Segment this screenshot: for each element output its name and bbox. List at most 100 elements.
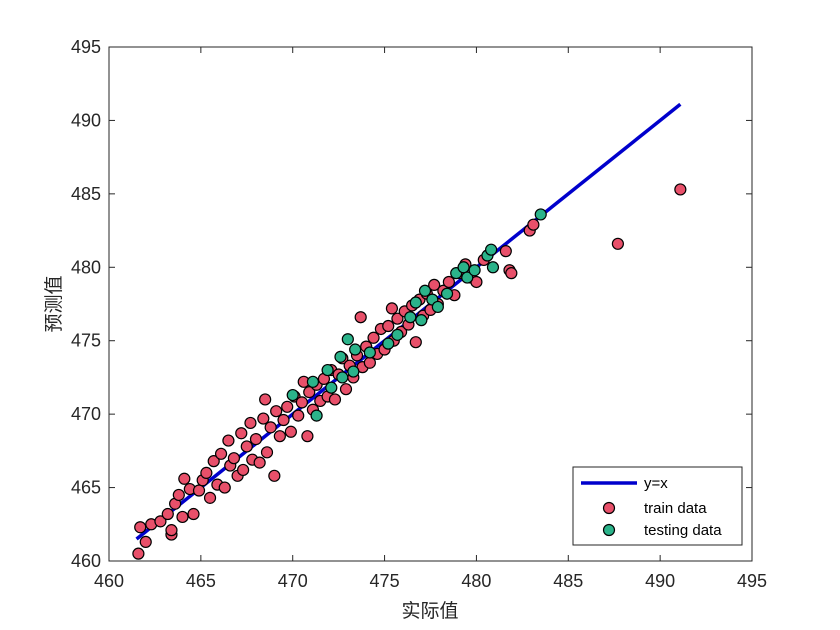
train-data-point (139, 535, 152, 549)
train-data-point (218, 481, 231, 494)
y-tick-label: 485 (71, 184, 101, 204)
train-data-point (259, 393, 272, 406)
x-axis-title: 实际值 (401, 600, 458, 622)
train-data-point (270, 405, 283, 418)
legend: y=x train data testing data (572, 466, 743, 546)
testing-data-point (325, 381, 338, 394)
legend-testing-swatch (602, 523, 616, 537)
y-axis-title: 预测值 (43, 275, 65, 332)
testing-data-point (382, 337, 395, 350)
train-data-point (281, 400, 294, 413)
x-tick-label: 470 (278, 571, 308, 591)
testing-data-point (310, 409, 323, 422)
train-data-point (284, 425, 297, 438)
x-tick-label: 465 (186, 571, 216, 591)
testing-data-point (468, 264, 481, 277)
testing-data-point (440, 287, 454, 300)
y-axis-ticks: 460 465 470 475 480 485 490 495 (71, 37, 752, 571)
y-tick-label: 465 (71, 478, 101, 498)
train-data-point (244, 416, 257, 430)
testing-data-point (486, 261, 500, 274)
y-tick-label: 470 (71, 404, 101, 424)
x-tick-label: 485 (553, 571, 583, 591)
testing-data-point (457, 261, 470, 274)
train-data-point (165, 524, 178, 537)
x-tick-label: 460 (94, 571, 124, 591)
train-data-point (499, 245, 512, 258)
testing-data-point (349, 343, 362, 356)
train-data-point (442, 275, 455, 289)
x-tick-label: 490 (645, 571, 675, 591)
train-data-point (134, 521, 147, 534)
legend-label-testing: testing data (644, 522, 722, 539)
train-data-point (227, 452, 241, 465)
testing-data-point (409, 296, 422, 309)
train-data-point (192, 484, 206, 497)
testing-data-point (363, 346, 376, 359)
testing-data-point (341, 333, 354, 346)
testing-data-point (347, 365, 360, 378)
testing-data-point (391, 328, 404, 341)
train-data-point (235, 427, 248, 440)
testing-data-point (534, 208, 547, 221)
testing-data-point (418, 284, 432, 297)
train-data-point (273, 430, 286, 443)
legend-label-train: train data (644, 500, 707, 517)
testing-data-series (286, 208, 547, 422)
train-data-point (611, 237, 624, 250)
train-data-point (339, 383, 353, 396)
train-data-point (354, 311, 367, 324)
train-data-point (382, 319, 395, 333)
testing-data-point (404, 311, 417, 324)
x-tick-label: 480 (461, 571, 491, 591)
y-tick-label: 460 (71, 551, 101, 571)
y-tick-label: 495 (71, 37, 101, 57)
y-tick-label: 480 (71, 257, 101, 277)
train-data-point (505, 267, 518, 280)
testing-data-point (321, 363, 334, 377)
train-data-point (203, 491, 217, 504)
train-data-point (328, 393, 342, 406)
train-data-point (172, 488, 185, 502)
train-data-point (161, 507, 174, 521)
testing-data-point (286, 388, 299, 402)
train-data-point (237, 463, 250, 477)
train-data-point (214, 447, 228, 460)
x-axis-ticks: 460 465 470 475 480 485 490 495 (94, 47, 767, 591)
train-data-point (295, 396, 308, 409)
train-data-point (132, 547, 145, 560)
train-data-point (240, 440, 253, 453)
train-data-point (674, 183, 687, 196)
train-data-point (257, 412, 270, 425)
train-data-point (260, 446, 274, 459)
testing-data-point (461, 271, 474, 284)
train-data-point (391, 312, 404, 325)
plot-frame (108, 46, 753, 562)
train-data-point (154, 515, 167, 528)
y-tick-label: 475 (71, 331, 101, 351)
x-tick-label: 475 (370, 571, 400, 591)
train-data-point (264, 421, 277, 434)
train-data-point (268, 469, 281, 482)
testing-data-point (336, 371, 349, 384)
train-data-point (301, 430, 314, 443)
train-data-point (249, 433, 263, 446)
series-layer (132, 102, 687, 560)
testing-data-point (431, 300, 444, 314)
train-data-point (187, 507, 200, 521)
train-data-point (277, 413, 290, 427)
train-data-point (178, 472, 191, 485)
train-data-point (253, 456, 266, 469)
train-data-point (207, 455, 220, 468)
train-data-point (527, 218, 540, 231)
legend-label-line: y=x (644, 475, 668, 492)
y-tick-label: 490 (71, 110, 101, 130)
train-data-point (409, 336, 422, 349)
train-data-point (292, 409, 305, 422)
train-data-point (200, 466, 213, 479)
train-data-point (428, 278, 441, 292)
train-data-point (367, 331, 380, 344)
legend-train-swatch (602, 501, 616, 515)
train-data-point (222, 434, 235, 447)
testing-data-point (485, 243, 498, 256)
